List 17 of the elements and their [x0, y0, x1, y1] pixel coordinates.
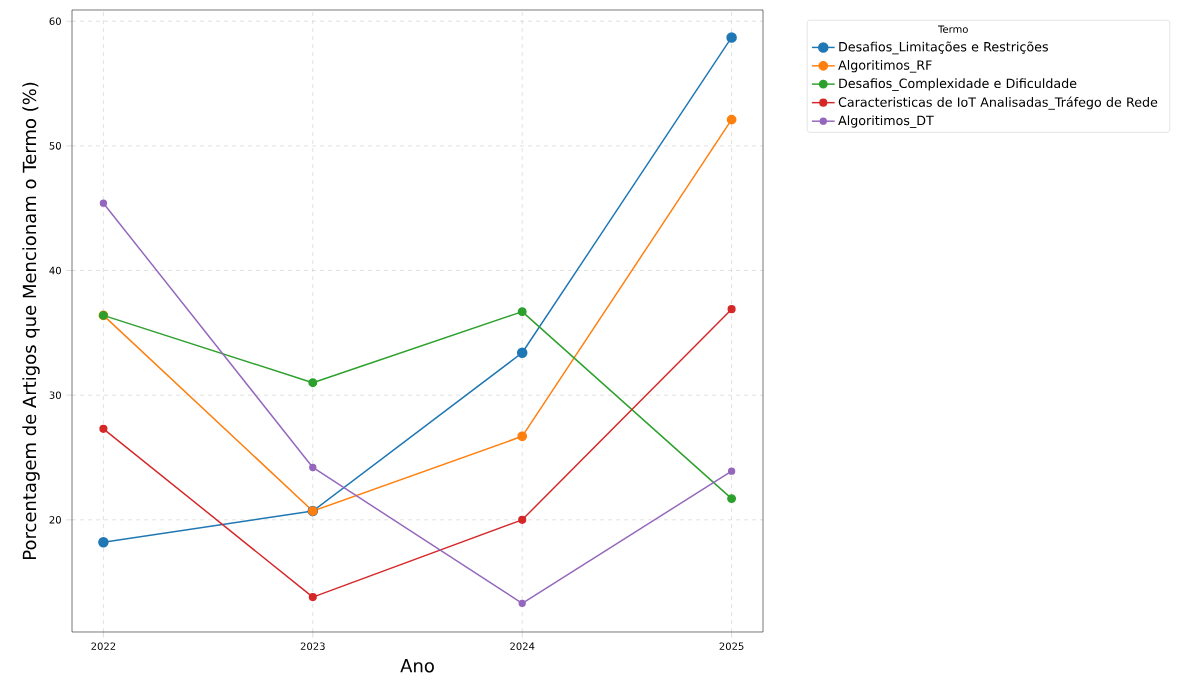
legend-label: Algoritimos_DT: [838, 115, 934, 128]
y-tick-label: 20: [49, 516, 61, 524]
legend-label: Desafios_Complexidade e Dificuldade: [839, 78, 1077, 91]
y-tick-label: 60: [49, 17, 61, 25]
legend-label: Algoritimos_RF: [838, 60, 932, 73]
y-axis-title: Porcentagem de Artigos que Mencionam o Termo (%): [22, 82, 40, 559]
x-tick-label: 2024: [510, 642, 535, 650]
legend-label: Desafios_Limitações e Restrições: [839, 41, 1048, 55]
x-tick-label: 2023: [300, 642, 325, 650]
y-tick-label: 30: [49, 391, 61, 399]
legend-title: Termo: [938, 25, 968, 33]
x-tick-label: 2025: [719, 642, 744, 650]
x-axis-title: Ano: [400, 659, 434, 673]
y-tick-label: 40: [49, 266, 61, 275]
legend-label: Caracteristicas de IoT Analisadas_Tráfego de Rede: [838, 96, 1158, 110]
y-tick-label: 50: [49, 142, 61, 150]
x-tick-label: 2022: [91, 642, 116, 650]
